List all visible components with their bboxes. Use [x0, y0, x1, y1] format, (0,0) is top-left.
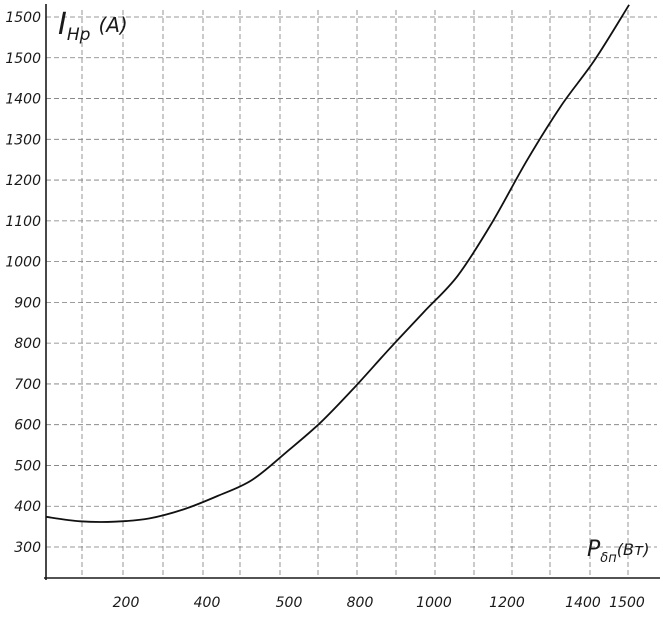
y-axis-label: IHp (A) — [58, 7, 128, 45]
x-tick-label: 200 — [113, 595, 140, 611]
x-tick-label: 1500 — [609, 595, 645, 611]
x-tick-label: 1200 — [489, 595, 525, 611]
x-tick-label: 800 — [347, 595, 374, 611]
y-tick-label: 1000 — [5, 255, 41, 271]
y-tick-label: 1500 — [5, 10, 41, 26]
x-tick-label: 500 — [276, 595, 303, 611]
y-tick-label: 600 — [14, 418, 41, 434]
y-tick-label: 1500 — [5, 51, 41, 67]
x-tick-label: 1400 — [565, 595, 601, 611]
y-tick-label: 1100 — [5, 214, 41, 230]
y-tick-label: 400 — [14, 499, 41, 515]
x-tick-label: 400 — [194, 595, 221, 611]
y-tick-label: 1400 — [5, 92, 41, 108]
y-tick-label: 900 — [14, 295, 41, 311]
x-tick-labels: 200 400 500 800 1000 1200 1400 1500 — [113, 595, 645, 611]
y-tick-labels: 300 400 500 600 700 800 900 1000 1100 1200 1300 140… — [5, 10, 41, 556]
chart-grid — [46, 10, 657, 578]
chart-axes — [44, 4, 660, 580]
y-tick-label: 700 — [14, 377, 41, 393]
x-tick-label: 1000 — [416, 595, 452, 611]
series-line — [45, 4, 630, 523]
y-tick-label: 1200 — [5, 173, 41, 189]
y-tick-label: 800 — [14, 336, 41, 352]
y-tick-label: 500 — [14, 458, 41, 474]
chart-series — [45, 4, 630, 523]
x-axis-label: Pδп(Вт) — [587, 537, 650, 566]
y-tick-label: 1300 — [5, 132, 41, 148]
y-tick-label: 300 — [14, 540, 41, 556]
